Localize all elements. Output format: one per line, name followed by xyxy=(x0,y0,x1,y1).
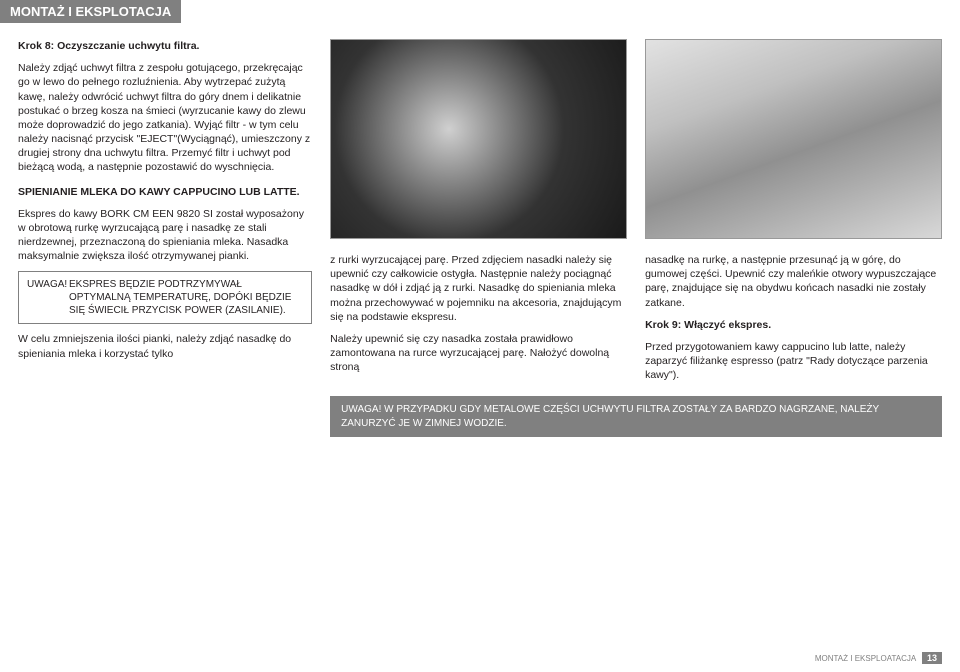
col1-paragraph-1: Należy zdjąć uchwyt filtra z zespołu got… xyxy=(18,61,312,174)
page-content: Krok 8: Oczyszczanie uchwytu filtra. Nal… xyxy=(0,23,960,445)
section-header: MONTAŻ I EKSPLOTACJA xyxy=(0,0,181,23)
figure-filter-holder xyxy=(330,39,627,239)
subheading-foaming: SPIENIANIE MLEKA DO KAWY CAPPUCINO LUB L… xyxy=(18,185,312,199)
figure-steam-wand xyxy=(645,39,942,239)
col2-paragraph-2: Należy upewnić się czy nasadka została p… xyxy=(330,332,627,375)
step9-title: Krok 9: Włączyć ekspres. xyxy=(645,318,942,332)
page-footer: MONTAŻ I EKSPLOATACJA 13 xyxy=(815,652,942,664)
wide-caution-box: UWAGA! W PRZYPADKU GDY METALOWE CZĘŚCI U… xyxy=(330,396,942,437)
column-3: nasadkę na rurkę, a następnie przesunąć … xyxy=(645,253,942,390)
step8-title: Krok 8: Oczyszczanie uchwytu filtra. xyxy=(18,39,312,53)
col3-paragraph-1: nasadkę na rurkę, a następnie przesunąć … xyxy=(645,253,942,310)
caution-box: UWAGA! EKSPRES BĘDZIE PODTRZYMYWAŁ OPTYM… xyxy=(18,271,312,324)
caution-body: EKSPRES BĘDZIE PODTRZYMYWAŁ OPTYMALNĄ TE… xyxy=(27,278,303,317)
wide-caution-label: UWAGA! xyxy=(341,404,381,415)
columns-2-3-wrap: z rurki wyrzucającej parę. Przed zdjęcie… xyxy=(330,39,942,437)
caution-label: UWAGA! xyxy=(27,278,67,291)
col3-paragraph-2: Przed przygotowaniem kawy cappucino lub … xyxy=(645,340,942,383)
wide-caution-body: W PRZYPADKU GDY METALOWE CZĘŚCI UCHWYTU … xyxy=(341,404,879,429)
column-1: Krok 8: Oczyszczanie uchwytu filtra. Nal… xyxy=(18,39,312,437)
column-2: z rurki wyrzucającej parę. Przed zdjęcie… xyxy=(330,253,627,390)
col1-paragraph-3: W celu zmniejszenia ilości pianki, należ… xyxy=(18,332,312,360)
footer-text: MONTAŻ I EKSPLOATACJA xyxy=(815,654,916,663)
col1-paragraph-2: Ekspres do kawy BORK CM EEN 9820 SI zost… xyxy=(18,207,312,264)
page-number: 13 xyxy=(922,652,942,664)
col2-paragraph-1: z rurki wyrzucającej parę. Przed zdjęcie… xyxy=(330,253,627,324)
